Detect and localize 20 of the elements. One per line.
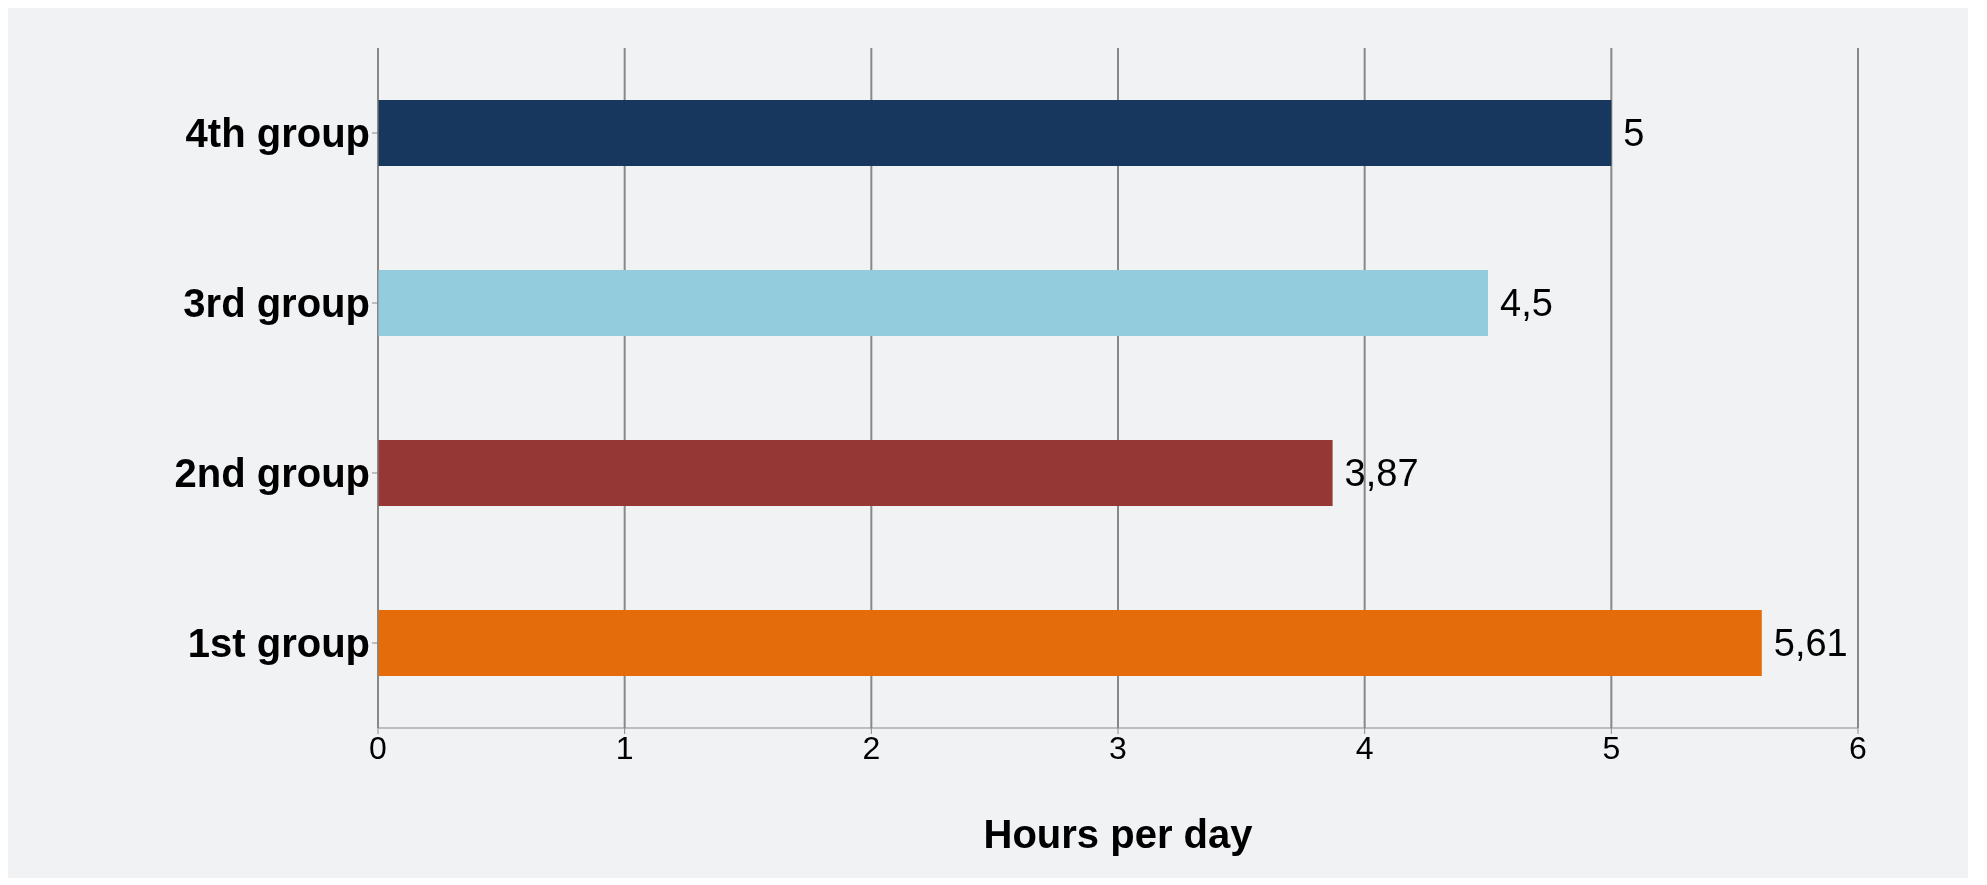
x-tick-label: 4 xyxy=(1355,729,1374,766)
data-label: 4,5 xyxy=(1500,282,1553,325)
x-tick-label: 5 xyxy=(1602,729,1621,766)
bar xyxy=(378,100,1612,166)
x-tick-label: 0 xyxy=(369,729,387,766)
x-axis-title: Hours per day xyxy=(983,812,1254,856)
y-tick-label: 3rd group xyxy=(183,281,370,326)
data-label: 5,61 xyxy=(1773,622,1848,665)
bar xyxy=(378,610,1762,676)
bar xyxy=(378,270,1488,336)
x-tick-label: 2 xyxy=(862,729,881,766)
y-tick-label: 2nd group xyxy=(174,451,370,496)
x-tick-label: 6 xyxy=(1849,729,1867,766)
bar xyxy=(378,440,1333,506)
y-tick-label: 1st group xyxy=(187,621,370,666)
y-tick-label: 4th group xyxy=(185,111,370,156)
data-label: 3,87 xyxy=(1344,452,1419,495)
x-tick-label: 1 xyxy=(615,729,634,766)
x-tick-label: 3 xyxy=(1109,729,1127,766)
data-label: 5 xyxy=(1623,112,1645,155)
